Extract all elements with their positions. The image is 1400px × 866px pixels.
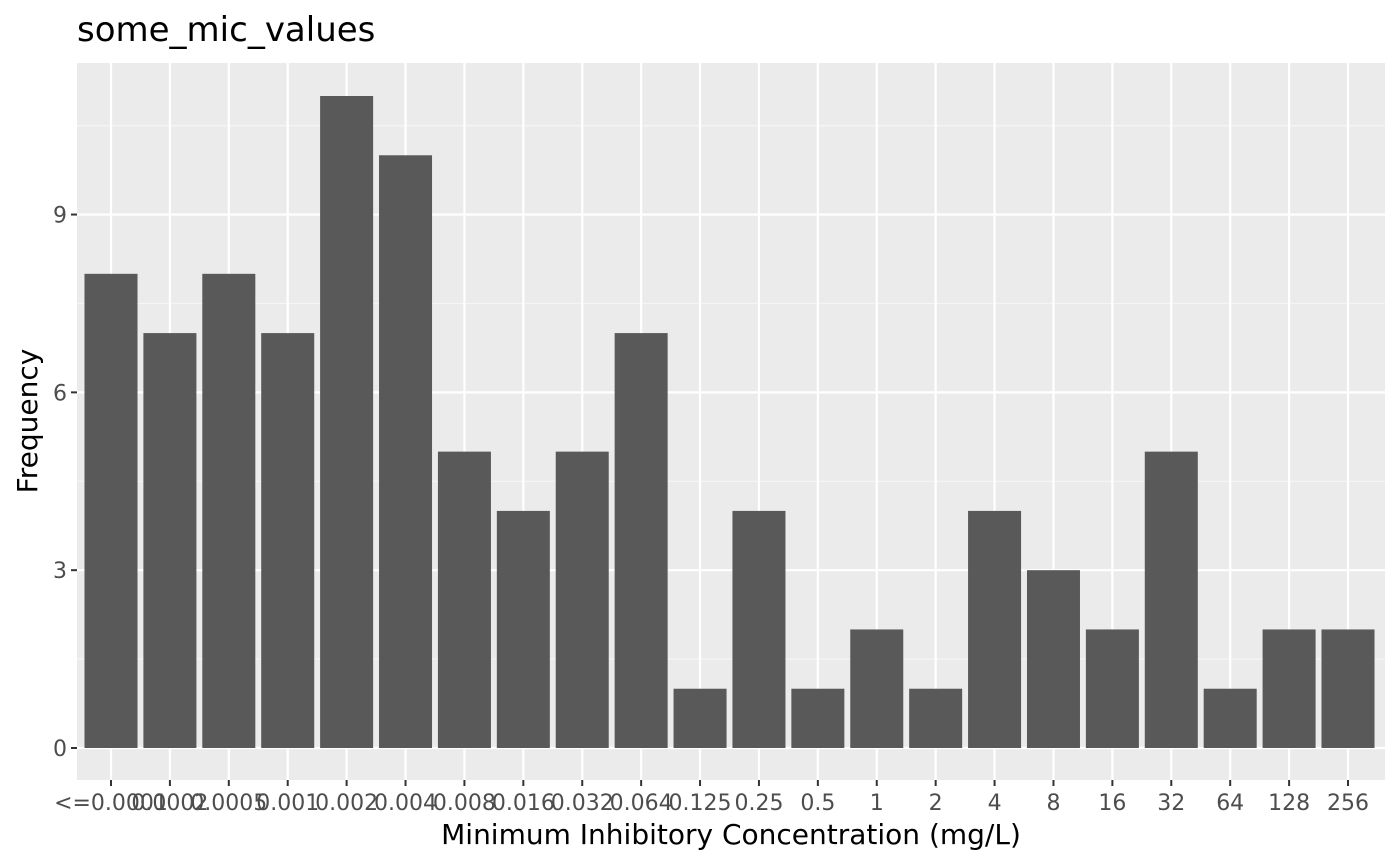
y-tick-label: 6 xyxy=(53,381,67,406)
x-tick-label: 0.016 xyxy=(492,791,555,816)
bar xyxy=(1262,629,1316,748)
x-tick-label: 0.032 xyxy=(551,791,614,816)
bar xyxy=(614,333,668,748)
x-tick-label: 0.5 xyxy=(800,791,835,816)
bar xyxy=(732,510,786,748)
bar xyxy=(202,273,256,748)
x-tick-label: 0.25 xyxy=(734,791,783,816)
bar xyxy=(968,510,1022,748)
x-axis-title: Minimum Inhibitory Concentration (mg/L) xyxy=(441,818,1021,851)
x-tick-label: <=0.0001 xyxy=(54,791,168,816)
x-tick-label: 2 xyxy=(929,791,943,816)
bar xyxy=(1085,629,1139,748)
x-tick-label: 128 xyxy=(1268,791,1310,816)
y-axis: 0 3 6 9 xyxy=(53,204,77,762)
bar xyxy=(673,688,727,748)
bar xyxy=(437,451,491,748)
y-axis-title: Frequency xyxy=(11,349,44,494)
bar xyxy=(909,688,963,748)
bars xyxy=(84,96,1375,749)
y-tick-label: 9 xyxy=(53,204,67,229)
bar xyxy=(143,333,197,748)
x-tick-label: 64 xyxy=(1216,791,1244,816)
y-tick-label: 3 xyxy=(53,559,67,584)
bar xyxy=(379,155,433,749)
bar xyxy=(1203,688,1257,748)
bar xyxy=(1144,451,1198,748)
bar xyxy=(261,333,315,748)
x-tick-label: 8 xyxy=(1046,791,1060,816)
bar xyxy=(496,510,550,748)
bar xyxy=(1321,629,1375,748)
x-tick-label: 0.008 xyxy=(433,791,496,816)
chart-title: some_mic_values xyxy=(77,10,375,50)
x-tick-label: 0.002 xyxy=(315,791,378,816)
bar xyxy=(1026,570,1080,748)
bar xyxy=(555,451,609,748)
x-tick-label: 0.064 xyxy=(610,791,673,816)
x-tick-label: 32 xyxy=(1157,791,1185,816)
x-tick-label: 0.0005 xyxy=(190,791,267,816)
bar xyxy=(850,629,904,748)
x-tick-label: 4 xyxy=(988,791,1002,816)
bar xyxy=(791,688,845,748)
x-tick-label: 0.125 xyxy=(669,791,732,816)
y-tick-label: 0 xyxy=(53,737,67,762)
x-tick-label: 0.004 xyxy=(374,791,437,816)
x-tick-label: 16 xyxy=(1098,791,1126,816)
x-axis: <=0.00010.00020.00050.0010.0020.0040.008… xyxy=(54,780,1369,816)
bar xyxy=(320,96,374,748)
x-tick-label: 0.001 xyxy=(256,791,319,816)
x-tick-label: 256 xyxy=(1327,791,1369,816)
x-tick-label: 0.0002 xyxy=(131,791,208,816)
x-tick-label: 1 xyxy=(870,791,884,816)
bar xyxy=(84,273,138,748)
